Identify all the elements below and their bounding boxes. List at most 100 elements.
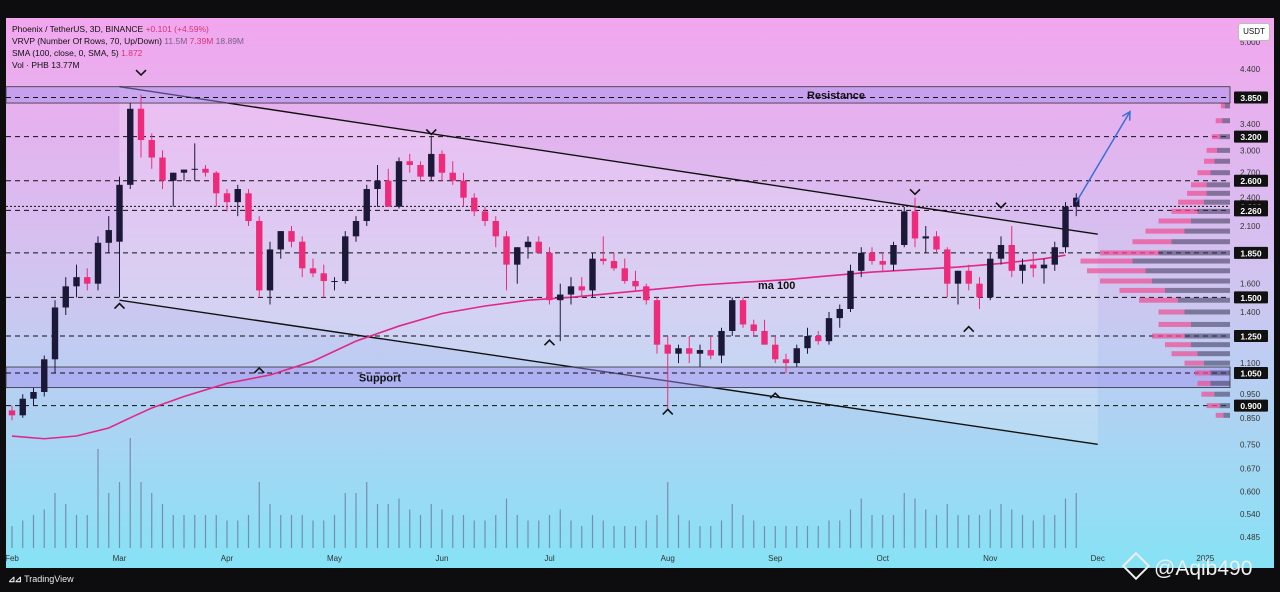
candle	[180, 169, 188, 181]
volume-bar	[882, 515, 884, 548]
candle	[277, 231, 284, 259]
candle-body	[804, 336, 811, 349]
volume-bar	[720, 520, 723, 548]
x-tick-label: Sep	[768, 554, 783, 563]
candle	[965, 264, 972, 291]
price-level-tag: 3.850	[1234, 91, 1268, 104]
y-tick-label: 0.600	[1240, 488, 1261, 497]
candle	[481, 206, 489, 226]
volume-bar	[645, 520, 647, 548]
volume-bar	[527, 520, 529, 548]
candle	[256, 216, 263, 298]
profile-up-bar	[1222, 118, 1230, 124]
profile-down-bar	[1080, 258, 1133, 264]
profile-down-bar	[1165, 342, 1191, 348]
profile-down-bar	[1178, 199, 1204, 205]
candle	[84, 268, 91, 291]
y-tick-label: 1.600	[1240, 280, 1261, 289]
candle-body	[1019, 264, 1026, 271]
candle	[847, 264, 854, 312]
projection-arrowhead	[1121, 110, 1131, 121]
profile-down-bar	[1145, 228, 1185, 234]
author-watermark: @Aqib490	[1121, 551, 1252, 581]
candle-body	[449, 172, 456, 181]
x-tick-label: Mar	[113, 554, 127, 563]
volume-bar	[968, 515, 970, 548]
profile-up-bar	[1145, 268, 1230, 274]
candle	[782, 353, 790, 373]
x-tick-label: Aug	[661, 554, 675, 563]
candle	[621, 258, 628, 284]
candle	[342, 231, 349, 284]
profile-up-bar	[1204, 199, 1230, 205]
vrvp-up: 11.5M	[164, 36, 188, 46]
currency-button[interactable]: USDT	[1238, 23, 1270, 41]
candle-body	[492, 221, 499, 237]
volume-bar	[11, 526, 13, 548]
candle-body	[793, 348, 800, 364]
volume-bar	[355, 493, 357, 548]
candle	[492, 216, 499, 248]
profile-down-bar	[1171, 351, 1198, 357]
volume-bar	[172, 515, 174, 548]
candle-body	[105, 230, 112, 243]
candle-body	[664, 344, 671, 354]
candle-body	[1030, 264, 1037, 269]
candle-body	[739, 300, 747, 325]
volume-bar	[742, 515, 744, 548]
volume-bar	[312, 520, 314, 548]
candle-body	[148, 140, 155, 158]
candle	[514, 247, 521, 284]
header-line-vrvp: VRVP (Number Of Rows, 70, Up/Down) 11.5M…	[12, 36, 244, 46]
volume-bar	[473, 520, 475, 548]
volume-bar	[258, 482, 260, 548]
candle-body	[944, 249, 951, 284]
candle-body	[524, 241, 532, 248]
x-tick-label: Dec	[1091, 554, 1105, 563]
price-level-tag: 1.850	[1234, 246, 1268, 259]
volume-bar	[140, 482, 142, 548]
candle-body	[428, 153, 435, 177]
candle-body	[847, 270, 854, 309]
tradingview-logo[interactable]: ⊿⊿ TradingView	[8, 574, 74, 585]
price-tag-label: 1.050	[1240, 368, 1262, 378]
candle-body	[288, 231, 295, 242]
candle	[535, 236, 542, 253]
candle-body	[890, 244, 897, 265]
volume-bar	[290, 515, 293, 548]
profile-down-bar	[1191, 182, 1207, 188]
candle-body	[299, 241, 306, 269]
volume-bar	[32, 515, 35, 548]
candle-body	[51, 307, 59, 360]
candle-body	[363, 189, 370, 222]
price-level-tag: 3.200	[1234, 130, 1268, 143]
profile-down-bar	[1100, 278, 1152, 284]
price-level-tag: 1.250	[1234, 330, 1268, 343]
candle	[428, 136, 435, 181]
candle	[890, 241, 897, 271]
price-level-tag: 2.600	[1234, 174, 1268, 187]
volume-bar	[796, 526, 798, 548]
candle	[901, 206, 908, 248]
x-tick-label: Oct	[877, 554, 890, 563]
candle-body	[933, 236, 940, 250]
chart-background	[6, 18, 1274, 568]
y-tick-label: 0.485	[1240, 533, 1261, 542]
sma-value: 1.872	[121, 48, 143, 58]
volume-bar	[409, 509, 411, 548]
volume-bar	[839, 520, 841, 548]
candle-body	[234, 189, 241, 203]
profile-down-bar	[1206, 147, 1217, 153]
candle	[761, 319, 768, 345]
profile-up-bar	[1214, 158, 1230, 164]
profile-down-bar	[1158, 321, 1191, 327]
candle	[976, 277, 983, 309]
candle	[933, 231, 940, 253]
volume-bar	[871, 515, 873, 548]
candle-body	[385, 180, 392, 207]
price-level-tag: 2.260	[1234, 204, 1268, 217]
price-level-tag: 0.900	[1234, 399, 1268, 412]
candle-body	[1073, 197, 1080, 207]
